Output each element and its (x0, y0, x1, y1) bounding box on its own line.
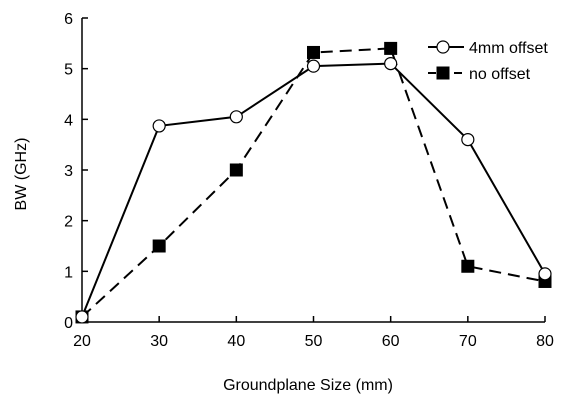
y-tick-label: 1 (64, 264, 73, 281)
x-tick-label: 80 (536, 333, 554, 350)
data-point-4mm-offset (75, 310, 89, 324)
data-point-4mm-offset (384, 56, 398, 71)
legend: 4mm offset no offset (428, 40, 548, 83)
y-tick-label: 5 (64, 62, 73, 79)
x-axis-title: Groundplane Size (mm) (223, 377, 393, 394)
data-point-4mm-offset (152, 119, 166, 133)
data-point-no-offset (307, 45, 320, 59)
series-layer (75, 41, 552, 324)
x-tick-label: 40 (227, 333, 245, 350)
legend-label-4mm-offset: 4mm offset (469, 40, 548, 57)
legend-marker-no-offset (436, 66, 450, 80)
x-tick-label: 70 (459, 333, 477, 350)
x-tick-label: 20 (73, 333, 91, 350)
x-tick-label: 50 (305, 333, 323, 350)
y-axis-title: BW (GHz) (13, 138, 30, 211)
y-tick-label: 3 (64, 163, 73, 180)
data-point-4mm-offset (538, 267, 552, 281)
y-tick-label: 2 (64, 214, 73, 231)
data-point-no-offset (152, 239, 166, 253)
legend-marker-4mm-offset (436, 40, 450, 54)
y-tick-label: 0 (64, 315, 73, 332)
y-tick-label: 6 (64, 11, 73, 28)
data-point-no-offset (461, 259, 475, 273)
series-4mm-offset (75, 56, 552, 324)
series-line-4mm-offset (81, 62, 546, 318)
series-no-offset (75, 41, 552, 324)
axes: 0 1 2 3 4 5 6 20 30 40 50 60 70 80 (64, 11, 554, 350)
x-tick-label: 60 (382, 333, 400, 350)
series-line-no-offset (81, 47, 546, 318)
y-tick-label: 4 (64, 112, 73, 129)
data-point-4mm-offset (461, 133, 475, 147)
data-point-4mm-offset (229, 110, 243, 124)
x-tick-label: 30 (150, 333, 168, 350)
data-point-no-offset (229, 163, 243, 177)
data-point-no-offset (384, 41, 398, 55)
legend-label-no-offset: no offset (469, 66, 531, 83)
data-point-4mm-offset (306, 59, 321, 73)
